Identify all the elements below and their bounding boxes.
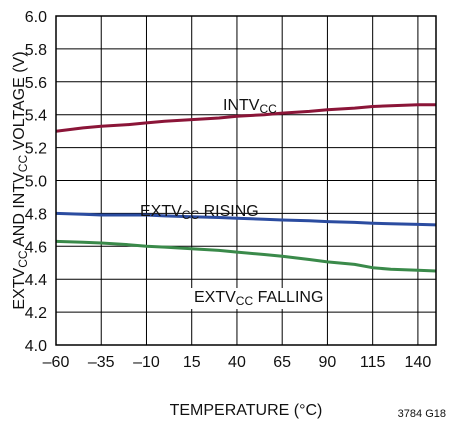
x-tick-label: –35	[88, 354, 115, 371]
series-line	[55, 103, 436, 133]
x-tick-label: 15	[183, 354, 201, 371]
x-tick-label: 90	[319, 354, 337, 371]
y-tick-label: 6.0	[25, 9, 47, 26]
y-axis-label-subscript: CC	[16, 250, 30, 268]
y-tick-label: 4.8	[25, 206, 47, 223]
y-tick-label: 4.6	[25, 239, 47, 256]
x-tick-label: 115	[360, 354, 386, 371]
y-tick-label: 5.8	[25, 42, 47, 59]
annotation-subscript: CC	[182, 208, 200, 222]
x-tick-label: 140	[405, 354, 432, 371]
annotation-base: EXTV	[140, 203, 182, 220]
series-annotation: INTVCC	[223, 97, 277, 116]
series-line	[55, 239, 437, 273]
x-tick-label: –10	[133, 354, 160, 371]
annotation-background	[191, 288, 327, 309]
y-axis-label-part: VOLTAGE (V)	[11, 51, 28, 154]
x-tick-label: 65	[273, 354, 291, 371]
annotation-suffix: RISING	[199, 203, 259, 220]
y-tick-label: 4.2	[25, 305, 47, 322]
annotation-subscript: CC	[236, 294, 254, 308]
y-tick-label: 4.0	[25, 338, 47, 355]
x-tick-label: 40	[228, 354, 246, 371]
y-axis-label-part: EXTV	[11, 267, 28, 309]
y-tick-label: 5.0	[25, 174, 47, 191]
y-tick-label: 5.6	[25, 75, 47, 92]
annotation-base: INTV	[223, 97, 260, 114]
series-line	[55, 211, 437, 227]
x-tick-label: –60	[43, 354, 70, 371]
annotation-label: EXTVCC FALLING	[194, 289, 323, 308]
plot-frame	[55, 15, 437, 346]
annotation-label: INTVCC	[223, 97, 277, 116]
y-axis-label-part: AND INTV	[11, 172, 28, 251]
annotation-subscript: CC	[259, 102, 277, 116]
y-tick-labels: 4.0 4.2 4.4 4.6 4.8 5.0 5.2 5.4 5.6 5.8 6.0	[25, 9, 47, 355]
annotation-base: EXTV	[194, 289, 236, 306]
y-tick-label: 5.4	[25, 108, 47, 125]
x-axis-label: TEMPERATURE (°C)	[170, 402, 323, 419]
annotation-label: EXTVCC RISING	[140, 203, 259, 222]
annotation-suffix: FALLING	[253, 289, 323, 306]
grid-lines	[56, 16, 436, 345]
y-axis-label: EXTVCC AND INTVCC VOLTAGE (V)	[11, 51, 30, 309]
series-annotation: EXTVCC RISING	[140, 203, 259, 222]
series-lines	[55, 103, 437, 273]
series-annotation: EXTVCC FALLING	[191, 288, 327, 309]
y-tick-label: 4.4	[25, 272, 47, 289]
y-tick-label: 5.2	[25, 141, 47, 158]
figure-id: 3784 G18	[398, 408, 446, 420]
y-axis-label-subscript: CC	[16, 155, 30, 173]
x-tick-labels: –60 –35 –10 15 40 65 90 115 140	[43, 354, 432, 371]
